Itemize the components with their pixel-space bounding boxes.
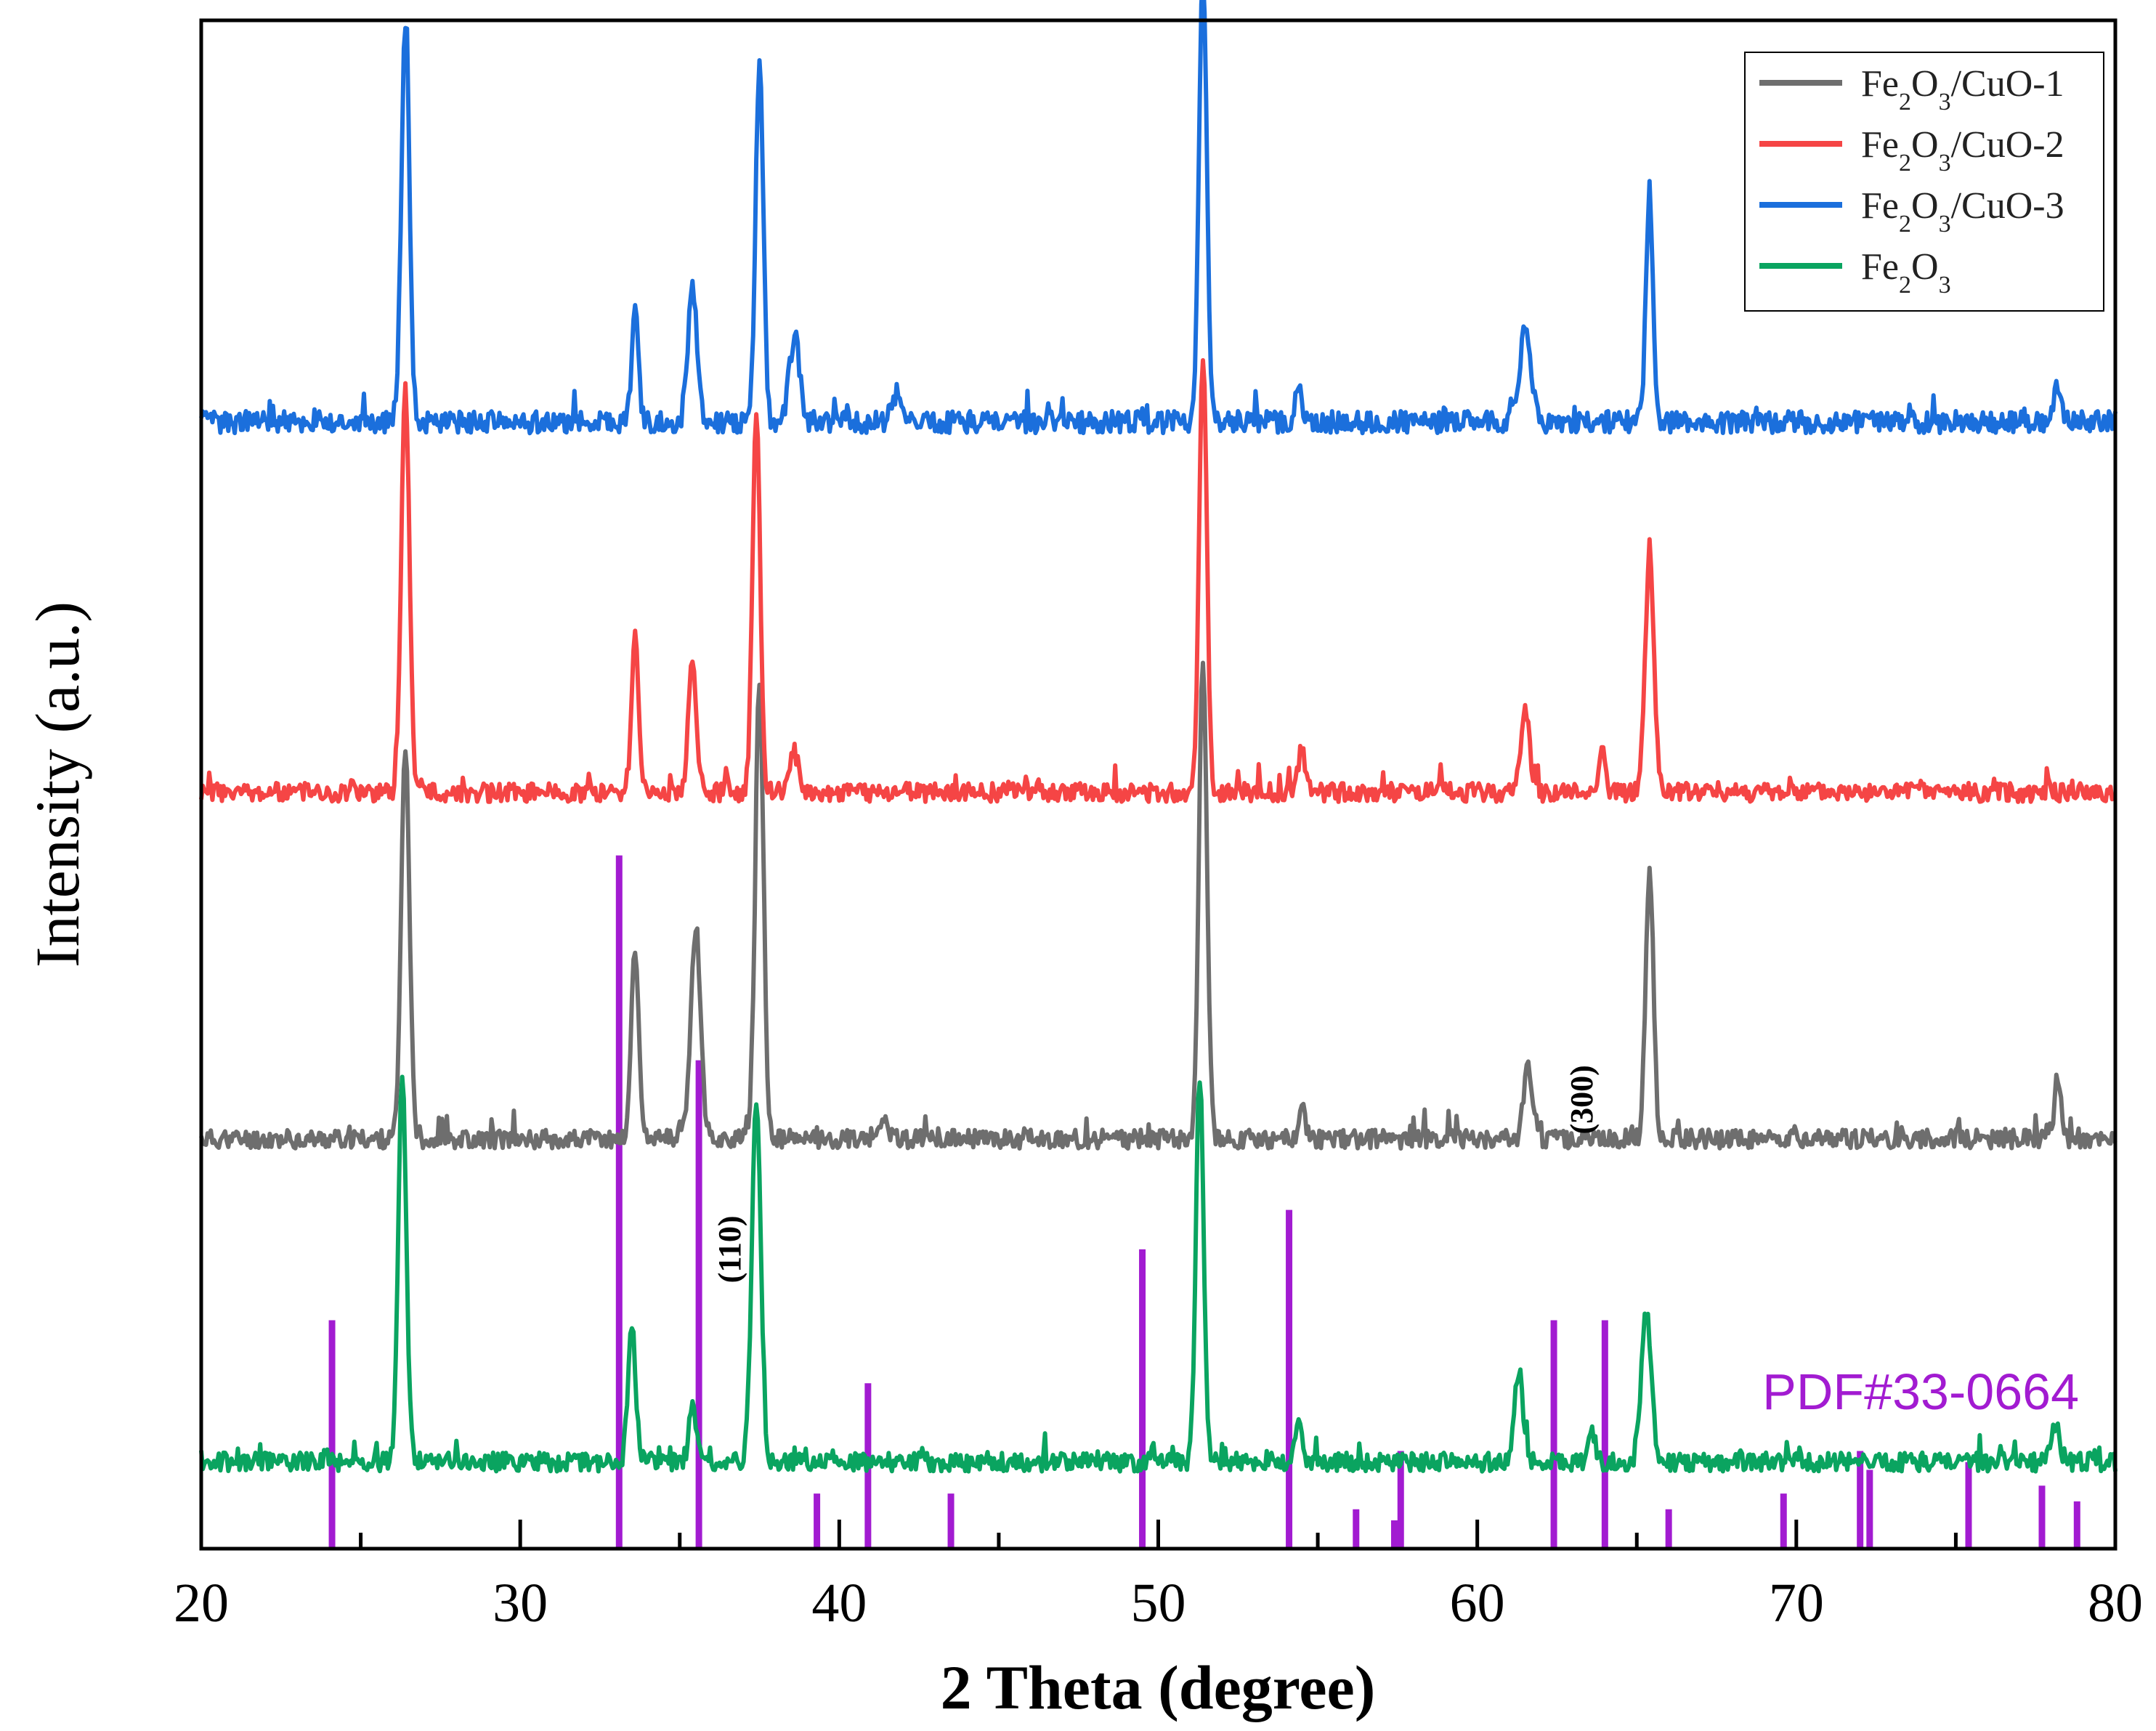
peak-annotation-1: (300): [1564, 1065, 1600, 1134]
x-tick-label-70: 70: [1769, 1573, 1824, 1634]
series-line-fe2o3: [199, 1074, 2118, 1474]
series-layer: [199, 0, 2118, 1474]
x-axis-title: 2 Theta (degree): [941, 1653, 1376, 1722]
series-line-fe2o3-cuo-3: [199, 0, 2118, 436]
legend: Fe2O3/CuO-1 Fe2O3/CuO-2 Fe2O3/CuO-3 Fe2O3: [1744, 52, 2104, 312]
series-line-fe2o3-cuo-2: [199, 358, 2118, 804]
x-tick-label-40: 40: [811, 1573, 867, 1634]
y-axis-title: Intensity (a.u.): [23, 601, 92, 968]
pdf-label: PDF#33-0664: [1762, 1363, 2079, 1420]
x-tick-label-50: 50: [1131, 1573, 1186, 1634]
x-tick-label-80: 80: [2088, 1573, 2143, 1634]
legend-label-2: Fe2O3/CuO-3: [1861, 185, 2064, 238]
peak-annotation-0: (110): [712, 1215, 747, 1283]
x-tick-label-20: 20: [174, 1573, 229, 1634]
x-axis: 20 30 40 50 60 70 80: [174, 1520, 2143, 1634]
legend-label-0: Fe2O3/CuO-1: [1861, 63, 2064, 115]
series-line-fe2o3-cuo-1: [199, 660, 2118, 1151]
legend-label-3: Fe2O3: [1861, 246, 1951, 299]
legend-label-1: Fe2O3/CuO-2: [1861, 124, 2064, 177]
x-tick-label-60: 60: [1450, 1573, 1505, 1634]
annotations: (110) (300): [712, 1065, 1600, 1283]
x-tick-label-30: 30: [493, 1573, 548, 1634]
